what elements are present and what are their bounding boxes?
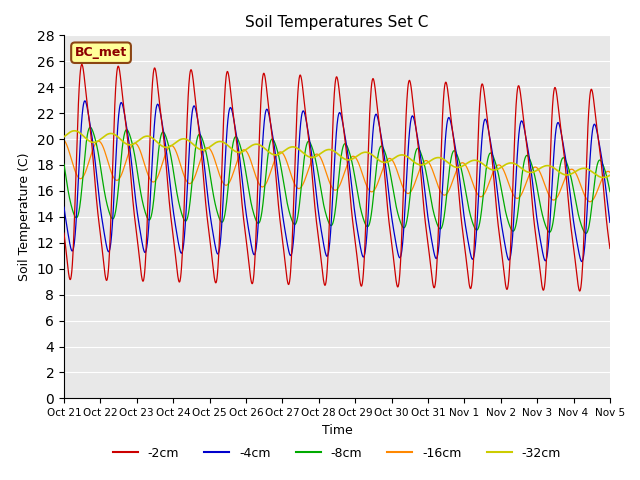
Text: BC_met: BC_met (75, 46, 127, 59)
Legend: -2cm, -4cm, -8cm, -16cm, -32cm: -2cm, -4cm, -8cm, -16cm, -32cm (108, 442, 566, 465)
X-axis label: Time: Time (321, 424, 353, 437)
Y-axis label: Soil Temperature (C): Soil Temperature (C) (18, 153, 31, 281)
Title: Soil Temperatures Set C: Soil Temperatures Set C (245, 15, 429, 30)
